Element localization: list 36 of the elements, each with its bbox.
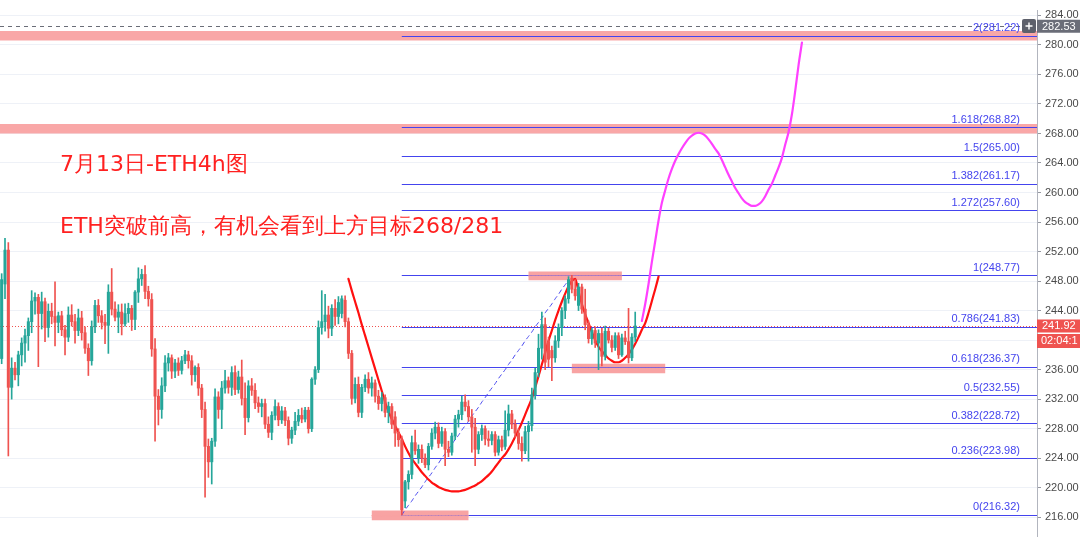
ref-line-label: 0.382(228.72) — [951, 408, 1020, 421]
ref-line-label: 241.92 — [1042, 319, 1076, 332]
y-tick-label: 284.00 — [1045, 8, 1079, 21]
y-tick-label: 236.00 — [1045, 362, 1079, 375]
ref-line-label: 282.53 — [1042, 19, 1076, 32]
text: 7月13日-ETH4h图 — [60, 151, 248, 176]
annotation: ETH突破前高，有机会看到上方目标268/281 — [60, 213, 504, 238]
y-tick-label: 268.00 — [1045, 126, 1079, 139]
y-tick-label: 280.00 — [1045, 37, 1079, 50]
annotation: 02:04:1 — [1041, 334, 1078, 347]
line-series — [640, 41, 804, 323]
ref-line-label: 2(281.22) — [972, 21, 1020, 34]
y-tick-label: 224.00 — [1045, 451, 1079, 464]
ref-line-label: 1.272(257.60) — [951, 195, 1020, 208]
y-tick-label: 228.00 — [1045, 421, 1079, 434]
y-tick-label: 276.00 — [1045, 67, 1079, 80]
y-tick-label: 220.00 — [1045, 480, 1079, 493]
ref-line-label: 0.236(223.98) — [951, 443, 1020, 456]
ref-line-label: 1.618(268.82) — [951, 112, 1020, 125]
y-tick-label: 216.00 — [1045, 510, 1079, 523]
ref-line-label: 0.5(232.55) — [963, 380, 1020, 393]
ref-line-label: 1(248.77) — [972, 260, 1020, 273]
y-tick-label: 272.00 — [1045, 96, 1079, 109]
ref-line-label: 0(216.32) — [972, 500, 1020, 513]
ref-line-label: 1.382(261.17) — [951, 169, 1020, 182]
y-tick-label: 244.00 — [1045, 303, 1079, 316]
y-tick-label: 260.00 — [1045, 185, 1079, 198]
ref-line-label: 0.786(241.83) — [951, 312, 1020, 325]
y-tick-label: 256.00 — [1045, 215, 1079, 228]
y-tick-label: 264.00 — [1045, 156, 1079, 169]
y-tick-label: 248.00 — [1045, 274, 1079, 287]
line-series — [347, 275, 660, 493]
ref-line-label: 1.5(265.00) — [963, 141, 1020, 154]
ref-line-label: 0.618(236.37) — [951, 352, 1020, 365]
y-tick-label: 252.00 — [1045, 244, 1079, 257]
y-tick-label: 232.00 — [1045, 392, 1079, 405]
